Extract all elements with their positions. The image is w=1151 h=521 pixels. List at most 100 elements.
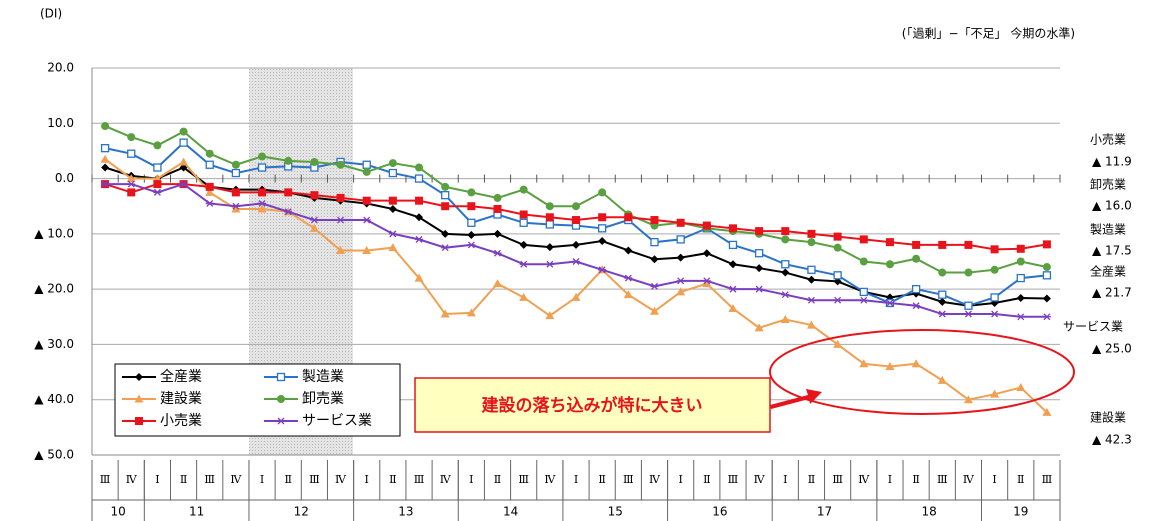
marker [1016, 244, 1025, 253]
marker [277, 395, 285, 403]
marker [205, 182, 214, 191]
marker [572, 240, 580, 249]
marker [650, 216, 659, 225]
year-label: 19 [1013, 505, 1028, 519]
x-tick-label: Ⅰ [155, 473, 159, 486]
marker [467, 218, 476, 227]
marker [1016, 293, 1025, 302]
year-label: 16 [712, 505, 727, 519]
marker [258, 188, 267, 197]
marker [493, 229, 502, 238]
x-tick-label: Ⅰ [365, 473, 369, 486]
marker [415, 235, 424, 243]
marker [467, 188, 476, 197]
marker [441, 244, 450, 252]
x-tick-label: Ⅱ [1017, 473, 1024, 486]
marker [493, 193, 502, 202]
x-tick-label: Ⅱ [494, 473, 501, 486]
x-tick-label: Ⅳ [544, 473, 556, 486]
marker [100, 154, 110, 163]
x-tick-label: Ⅳ [754, 473, 766, 486]
marker [466, 308, 476, 317]
marker [990, 245, 999, 254]
marker [649, 306, 659, 315]
marker [754, 249, 764, 258]
x-tick-label: Ⅳ [858, 473, 870, 486]
marker [362, 245, 372, 254]
legend-label: 全産業 [160, 368, 202, 385]
marker [938, 290, 947, 299]
marker [519, 210, 528, 219]
x-tick-label: Ⅲ [204, 473, 215, 486]
x-tick-label: Ⅰ [678, 473, 682, 486]
x-tick-label: Ⅳ [230, 473, 242, 486]
year-label: 12 [294, 505, 309, 519]
marker [572, 202, 580, 211]
x-tick-label: Ⅱ [703, 473, 710, 486]
marker [702, 279, 712, 288]
marker [650, 237, 659, 247]
series-line [104, 125, 1048, 274]
marker [598, 188, 607, 197]
x-tick-label: Ⅱ [912, 473, 919, 486]
marker [362, 216, 371, 224]
annotation-box [414, 377, 771, 433]
marker [257, 163, 267, 172]
marker [807, 296, 816, 304]
marker [964, 268, 973, 277]
marker [284, 156, 293, 165]
marker [153, 163, 162, 172]
year-label: 11 [189, 505, 204, 519]
marker [938, 268, 947, 277]
marker [676, 277, 685, 285]
marker [205, 187, 215, 196]
end-series-name: 小売業 [1090, 132, 1126, 147]
marker [754, 323, 764, 332]
marker [859, 257, 868, 266]
marker [284, 208, 293, 216]
marker [467, 230, 476, 239]
marker [859, 287, 868, 297]
x-tick-label: Ⅰ [888, 473, 892, 486]
marker [807, 229, 816, 238]
x-tick-label: Ⅲ [1042, 473, 1053, 486]
y-tick-label: ▲ 50.0 [34, 448, 74, 462]
marker [310, 216, 319, 224]
marker [807, 265, 816, 274]
marker [806, 320, 816, 329]
marker [441, 182, 450, 191]
marker [135, 373, 143, 381]
marker [545, 213, 554, 222]
marker [257, 204, 267, 213]
marker [336, 160, 345, 169]
marker [964, 301, 973, 310]
marker [781, 227, 790, 236]
marker [833, 296, 842, 304]
marker [598, 224, 607, 233]
year-label: 10 [111, 505, 126, 519]
marker [126, 174, 136, 183]
marker [833, 271, 842, 280]
marker [545, 202, 554, 211]
marker [728, 285, 737, 293]
marker [519, 260, 528, 268]
marker [258, 152, 267, 161]
marker [1042, 263, 1051, 272]
x-tick-label: Ⅰ [260, 473, 264, 486]
marker [911, 284, 921, 294]
marker [336, 216, 345, 224]
y-tick-label: 0.0 [55, 171, 74, 185]
marker [755, 285, 764, 293]
marker [134, 394, 144, 403]
x-tick-label: Ⅳ [126, 473, 138, 486]
marker [284, 188, 293, 197]
marker [467, 241, 476, 249]
marker [702, 277, 711, 285]
x-tick-label: Ⅲ [937, 473, 948, 486]
end-value-label: ▲ 42.3 [1092, 433, 1132, 447]
marker [598, 213, 607, 222]
x-tick-label: Ⅱ [389, 473, 396, 486]
marker [1016, 383, 1026, 392]
marker [885, 238, 894, 247]
end-series-name: 全産業 [1090, 264, 1126, 279]
